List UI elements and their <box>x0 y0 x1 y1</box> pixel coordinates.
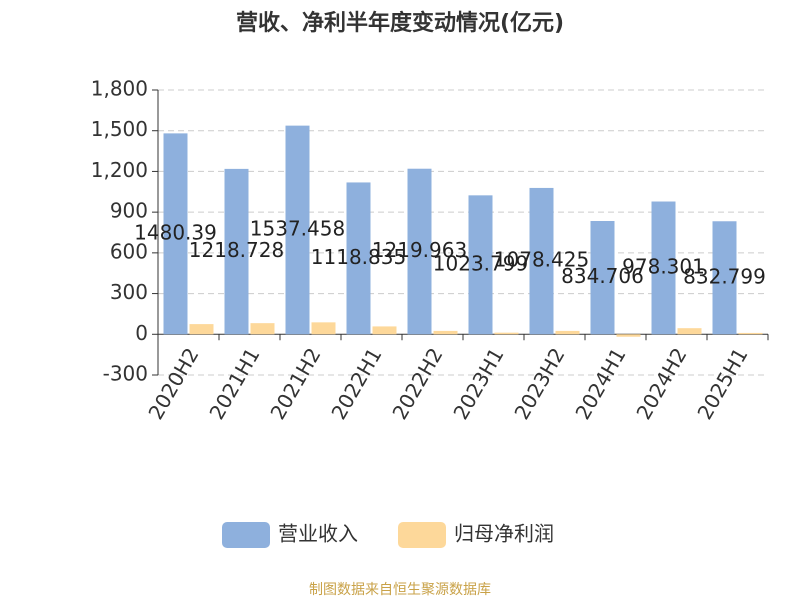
source-note: 制图数据来自恒生聚源数据库 <box>309 582 491 598</box>
data-label: 1219.963 <box>372 238 467 262</box>
x-tick-label: 2024H2 <box>631 344 691 424</box>
x-tick-label: 2021H2 <box>265 344 325 424</box>
bar <box>433 330 458 335</box>
bar <box>189 324 214 335</box>
y-tick-label: 900 <box>110 199 148 223</box>
bar <box>616 334 641 337</box>
y-tick-label: 300 <box>110 280 148 304</box>
x-tick-label: 2021H1 <box>204 344 264 424</box>
legend-label: 营业收入 <box>278 522 358 546</box>
data-label: 834.706 <box>561 264 644 288</box>
data-label: 978.301 <box>622 254 705 278</box>
x-tick-label: 2025H1 <box>692 344 752 424</box>
x-tick-label: 2023H2 <box>509 344 569 424</box>
y-tick-label: 0 <box>135 321 148 345</box>
x-tick-label: 2022H2 <box>387 344 447 424</box>
x-tick-label: 2024H1 <box>570 344 630 424</box>
data-label: 1480.39 <box>134 220 217 244</box>
y-tick-label: 600 <box>110 239 148 263</box>
y-tick-label: 1,800 <box>91 77 148 101</box>
x-tick-label: 2020H2 <box>143 344 203 424</box>
y-tick-label: 1,200 <box>91 158 148 182</box>
x-tick-label: 2023H1 <box>448 344 508 424</box>
bar <box>250 323 275 335</box>
bar <box>555 330 580 335</box>
legend-swatch <box>222 522 270 548</box>
bar <box>372 326 397 335</box>
bar <box>738 332 763 335</box>
data-label: 1118.835 <box>311 245 406 269</box>
chart-title: 营收、净利半年度变动情况(亿元) <box>236 10 564 36</box>
data-label: 1537.458 <box>250 216 345 240</box>
bar <box>163 133 188 335</box>
data-label: 1218.728 <box>189 238 284 262</box>
bar <box>285 125 310 335</box>
bar <box>407 168 432 335</box>
x-tick-label: 2022H1 <box>326 344 386 424</box>
y-tick-label: 1,500 <box>91 117 148 141</box>
data-label: 1023.799 <box>433 251 528 275</box>
data-label: 1078.425 <box>494 248 589 272</box>
bar <box>346 182 371 335</box>
y-tick-label: -300 <box>103 362 148 386</box>
legend-label: 归母净利润 <box>454 522 554 546</box>
bar <box>224 168 249 335</box>
bar <box>311 322 336 335</box>
data-label: 832.799 <box>683 264 766 288</box>
bar <box>529 187 554 335</box>
bar <box>590 221 615 335</box>
bar <box>468 195 493 335</box>
legend-swatch <box>398 522 446 548</box>
bar <box>494 332 519 335</box>
bar <box>712 221 737 335</box>
bar <box>651 201 676 335</box>
bar <box>677 328 702 335</box>
